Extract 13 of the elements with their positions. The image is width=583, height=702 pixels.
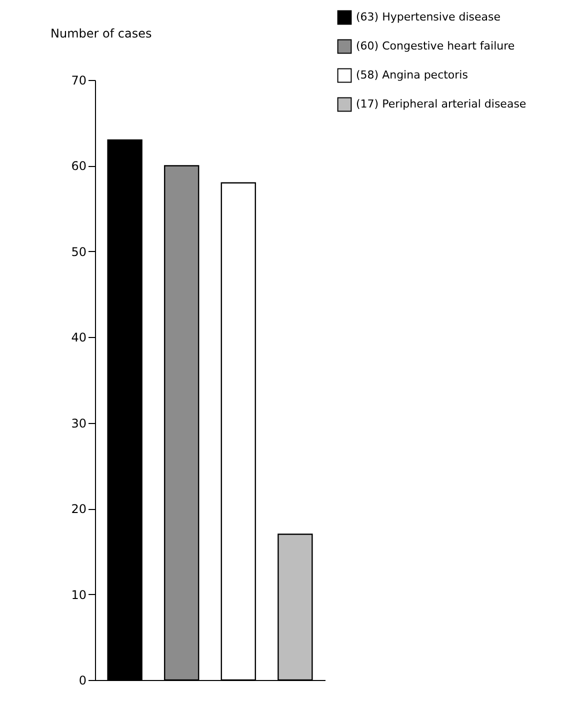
y-tick-label: 60 bbox=[71, 159, 86, 174]
y-tick-label: 70 bbox=[71, 74, 86, 88]
y-tick-label: 20 bbox=[71, 502, 86, 516]
y-tick-label: 30 bbox=[71, 416, 86, 430]
y-tick-label: 50 bbox=[71, 244, 86, 259]
legend-label: (60) Congestive heart failure bbox=[356, 40, 515, 52]
legend-label: (63) Hypertensive disease bbox=[356, 10, 501, 24]
y-tick-label: 10 bbox=[71, 588, 86, 602]
y-axis-title: Number of cases bbox=[50, 26, 152, 40]
legend-label: (17) Peripheral arterial disease bbox=[356, 98, 526, 110]
y-tick-label: 0 bbox=[78, 674, 86, 688]
y-tick-label: 40 bbox=[71, 330, 86, 345]
legend-label: (58) Angina pectoris bbox=[356, 68, 468, 82]
